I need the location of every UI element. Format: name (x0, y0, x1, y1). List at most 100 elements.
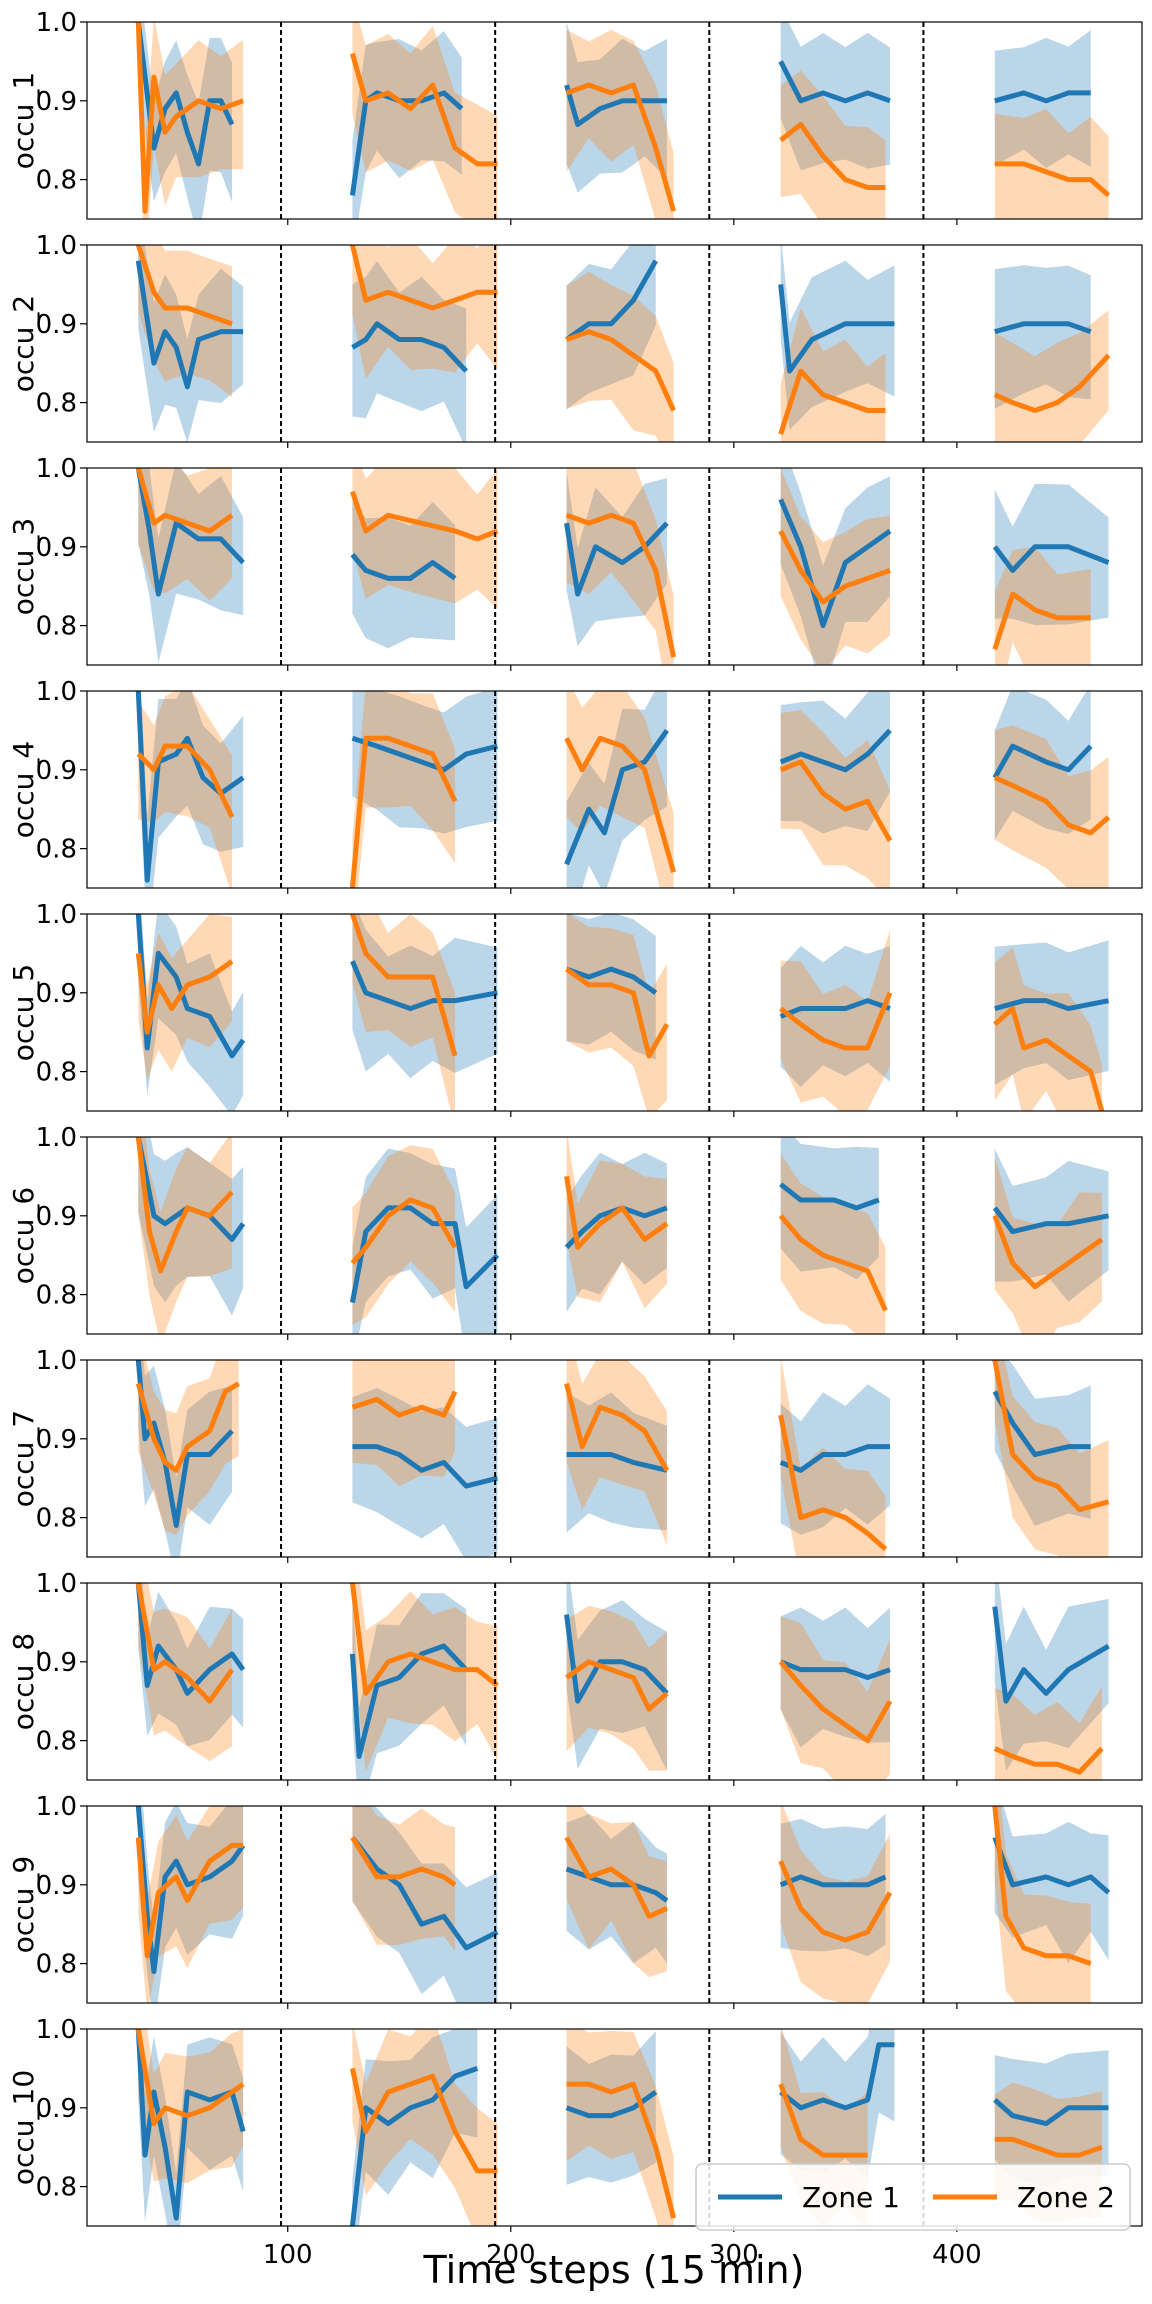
zone2-line-segment-5 (993, 1006, 1105, 1111)
zone2-line-segment-5 (994, 2136, 1103, 2158)
zone2-confidence-band-2 (352, 1583, 498, 1772)
zone2-line-segment-1 (135, 22, 244, 214)
zone2-line-segment-4 (779, 121, 886, 190)
zone1-line-segment-3 (566, 1452, 668, 1473)
y-tick-label: 1.0 (36, 1123, 77, 1153)
zone2-confidence-band-3 (566, 2029, 674, 2226)
axes-frame (86, 1359, 1143, 1558)
zone2-line-segment-5 (992, 1214, 1104, 1290)
zone1-confidence-band-4 (780, 1384, 890, 1535)
zone1-line-segment-4 (778, 284, 895, 374)
zone2-confidence-band-3 (566, 1360, 667, 1546)
zone1-confidence-band-3 (566, 1152, 667, 1312)
legend-frame (695, 2163, 1131, 2231)
zone2-confidence-band-4 (780, 70, 886, 219)
zone1-confidence-band-2 (352, 1388, 498, 1557)
y-tick-label: 0.9 (36, 1648, 77, 1678)
zone1-line-segment-1 (135, 260, 244, 390)
zone1-line-segment-4 (779, 2042, 895, 2111)
zone1-confidence-band-3 (566, 245, 656, 410)
zone2-confidence-band-3 (566, 1605, 667, 1771)
y-tick-label: 0.9 (36, 1202, 77, 1232)
zone1-confidence-band-5 (994, 265, 1091, 409)
zone2-confidence-band-1 (138, 22, 244, 219)
zone1-line-segment-4 (779, 1874, 887, 1888)
zone2-confidence-band-3 (566, 1137, 667, 1309)
y-tick-label: 0.8 (36, 612, 77, 642)
legend-label-zone2: Zone 2 (1017, 2181, 1115, 2214)
axes-frame (86, 2028, 1143, 2227)
zone1-line-segment-5 (992, 743, 1093, 779)
zone2-line-segment-2 (351, 1390, 458, 1418)
zone2-line-segment-4 (778, 1414, 888, 1551)
zone1-line-segment-2 (349, 1643, 468, 1759)
zone1-confidence-band-2 (352, 31, 462, 219)
subplot-occu_7: 0.8 0.9 1.0 occu_7 (7, 1346, 1143, 1563)
x-axis-label: Time steps (15 min) (423, 2248, 805, 2292)
y-tick-label: 0.8 (36, 1058, 77, 1088)
zone2-confidence-band-1 (138, 691, 232, 888)
x-tick-label: 200 (486, 2240, 536, 2270)
zone2-confidence-band-2 (352, 22, 498, 219)
zone2-line-segment-1 (135, 245, 233, 327)
plot-area (135, 245, 1111, 442)
y-tick-label: 1.0 (36, 454, 77, 484)
zone2-confidence-band-5 (994, 546, 1091, 665)
zone1-line-segment-5 (993, 2098, 1109, 2127)
y-tick-label: 0.8 (36, 835, 77, 865)
axes-frame (86, 690, 1143, 889)
zone2-line-segment-5 (992, 591, 1091, 651)
zone2-line-segment-4 (778, 529, 891, 605)
plot-area (135, 22, 1111, 219)
zone2-line-segment-3 (565, 82, 677, 212)
zone1-line-segment-1 (135, 1360, 234, 1528)
y-axis-label: occu_2 (7, 295, 40, 392)
zone2-line-segment-2 (350, 490, 499, 542)
y-tick-label: 0.8 (36, 1727, 77, 1757)
plot-area (135, 691, 1111, 888)
zone2-confidence-band-2 (352, 468, 498, 609)
zone2-line-segment-1 (135, 953, 234, 1035)
y-tick-label: 0.9 (36, 310, 77, 340)
zone1-line-segment-4 (779, 728, 892, 773)
plot-area (135, 1137, 1110, 1334)
y-axis-label: occu_8 (7, 1633, 40, 1730)
zone1-confidence-band-5 (994, 1806, 1109, 1964)
y-tick-label: 0.8 (36, 389, 77, 419)
y-tick-label: 0.8 (36, 1950, 77, 1980)
x-tick-label: 400 (932, 2240, 982, 2270)
zone1-confidence-band-4 (780, 245, 895, 430)
zone1-line-segment-5 (994, 998, 1110, 1012)
zone2-line-segment-1 (135, 1137, 234, 1274)
zone2-line-segment-3 (564, 1836, 668, 1919)
axes-frame (86, 467, 1143, 666)
y-axis-label: occu_6 (7, 1187, 40, 1284)
zone1-line-segment-2 (350, 960, 498, 1012)
y-tick-label: 0.9 (36, 756, 77, 786)
zone1-line-segment-4 (779, 1182, 880, 1211)
plot-area (135, 2029, 1109, 2226)
subplot-grid: 0.80.91.0occu_10.80.91.0occu_20.80.91.0o… (7, 8, 1143, 2232)
zone1-confidence-band-4 (780, 1607, 890, 1748)
zone2-line-segment-3 (564, 1383, 670, 1472)
legend: Zone 1 Zone 2 (695, 2163, 1131, 2231)
zone2-confidence-band-4 (780, 1806, 890, 2003)
y-axis-label: occu_5 (7, 964, 40, 1061)
axes-frame (86, 244, 1143, 443)
zone1-line-segment-4 (779, 1659, 891, 1681)
subplot-occu_9: 0.8 0.9 1.0 occu_9 (7, 1792, 1143, 2009)
zone2-confidence-band-5 (994, 108, 1109, 219)
zone1-confidence-band-2 (352, 914, 498, 1079)
zone1-line-segment-2 (350, 1835, 499, 1951)
zone1-line-segment-3 (565, 966, 658, 995)
zone2-line-segment-1 (135, 1381, 240, 1473)
zone1-confidence-band-5 (994, 691, 1091, 840)
zone2-line-segment-2 (350, 52, 498, 167)
zone1-confidence-band-3 (566, 1814, 667, 1964)
zone2-confidence-band-4 (780, 468, 890, 665)
zone2-confidence-band-1 (138, 245, 232, 398)
axes-frame (86, 21, 1143, 220)
zone1-line-segment-3 (564, 84, 667, 127)
zone2-line-segment-5 (993, 1746, 1104, 1775)
subplot-occu_6: 0.8 0.9 1.0 occu_6 (7, 1123, 1143, 1340)
